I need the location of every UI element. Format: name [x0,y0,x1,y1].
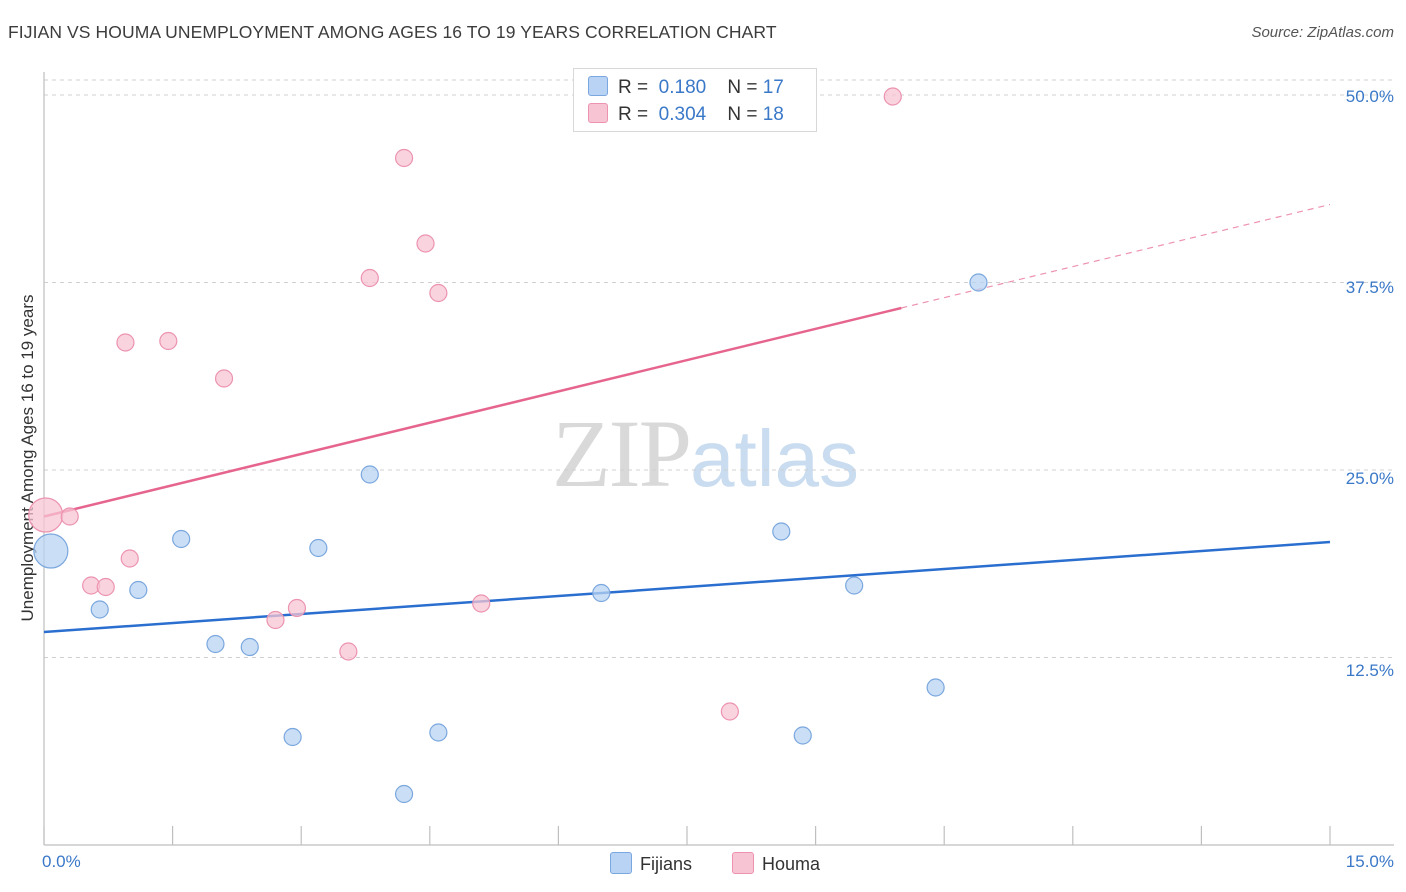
houma-point [472,594,491,613]
houma-point [120,549,139,568]
watermark: ZIPatlas [552,398,859,509]
n-label: N = [727,77,758,98]
houma-point [339,642,358,661]
fijians-trend-line [43,540,1331,634]
stats-legend-box: R = 0.180 N = 17 R = 0.304 N = 18 [573,68,817,132]
x-tick-label-min: 0.0% [42,852,81,871]
fijians-point [283,727,302,747]
r-label: R = [618,104,649,125]
fijians-point [394,784,414,804]
houma-point [266,610,285,630]
legend-label: Houma [762,854,821,874]
fijians-point [33,533,69,569]
houma-point [429,283,448,303]
houma-point [96,577,115,597]
r-value: 0.304 [658,104,707,125]
houma-point [287,598,307,618]
houma-point [214,369,234,388]
r-value: 0.180 [658,77,707,98]
houma-trend-extension [901,203,1331,309]
fijians-legend-swatch [610,852,632,874]
houma-point [116,333,135,352]
x-tick-label-max: 15.0% [1345,852,1394,871]
fijians-point [90,600,109,619]
stats-row-fijians: R = 0.180 N = 17 [588,76,784,100]
legend-item-houma[interactable]: Houma [732,852,820,875]
y-tick-label: 12.5% [1345,661,1394,680]
fijians-point [309,538,328,558]
chart-title: FIJIAN VS HOUMA UNEMPLOYMENT AMONG AGES … [8,22,777,42]
houma-legend-swatch [732,852,754,874]
fijians-point [845,576,864,595]
houma-point [720,702,739,721]
houma-trend-line [43,306,902,518]
y-tick-label: 25.0% [1345,469,1394,488]
watermark-atlas: atlas [690,414,859,503]
n-value: 18 [762,104,784,125]
houma-point [159,331,178,351]
fijians-point [206,634,225,654]
legend-label: Fijians [640,854,693,874]
houma-point [883,87,902,106]
houma-swatch [588,103,608,123]
y-tick-label: 50.0% [1345,87,1394,106]
watermark-zip: ZIP [552,400,692,507]
n-value: 17 [762,77,784,98]
r-label: R = [618,77,649,98]
stats-row-houma: R = 0.304 N = 18 [588,103,784,127]
fijians-point [360,465,379,484]
fijians-point [172,529,191,549]
houma-point [394,148,414,168]
houma-point [360,268,379,288]
houma-point [60,507,79,526]
fijians-point [129,580,148,600]
fijians-point [240,637,259,657]
fijians-point [592,583,611,603]
fijians-point [429,723,448,742]
fijians-swatch [588,76,608,96]
houma-point [416,234,435,253]
fijians-point [926,678,945,697]
houma-point [28,497,64,533]
fijians-point [969,273,988,292]
source-credit: Source: ZipAtlas.com [1251,24,1394,41]
n-label: N = [727,104,758,125]
y-tick-label: 37.5% [1345,278,1394,297]
legend-item-fijians[interactable]: Fijians [610,852,692,875]
fijians-point [793,726,812,745]
fijians-point [772,522,791,541]
